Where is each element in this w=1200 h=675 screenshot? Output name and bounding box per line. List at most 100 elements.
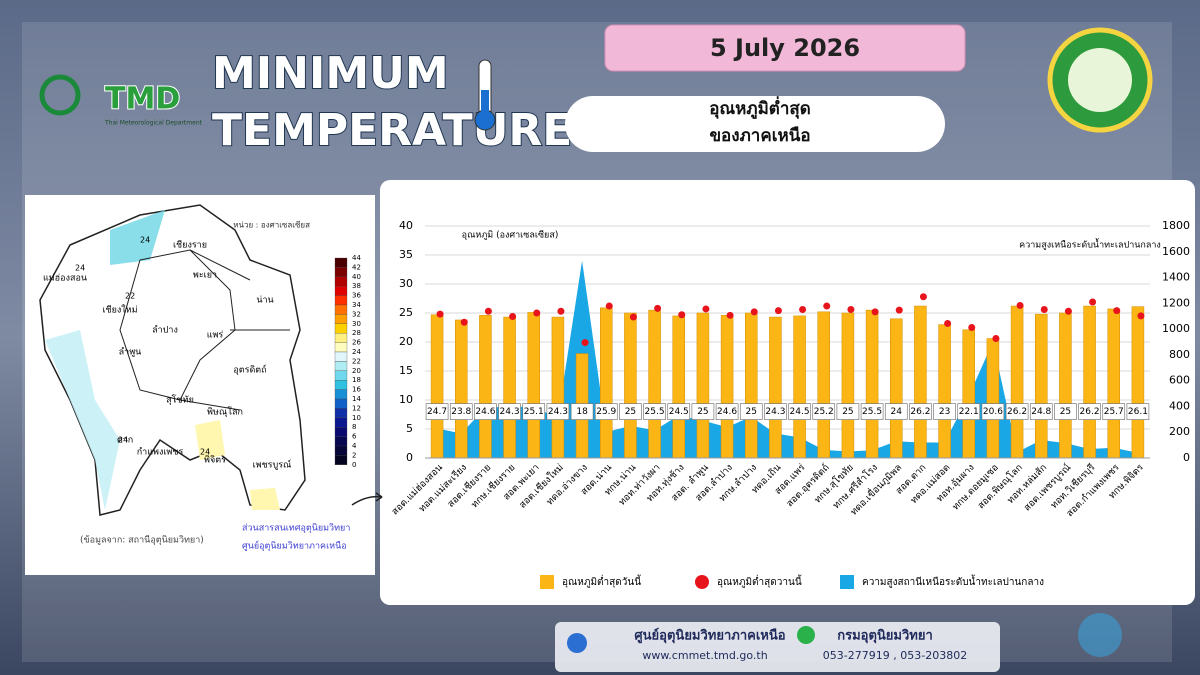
- value-label: 25.7: [1104, 407, 1124, 417]
- bar: [1010, 305, 1024, 459]
- arrow: [351, 492, 383, 506]
- value-label: 25.2: [814, 407, 834, 417]
- legend-swatch: [840, 575, 854, 589]
- y2-tick-label: 1000: [1162, 322, 1190, 335]
- map-isotherm: [110, 210, 165, 265]
- value-label: 23.8: [451, 407, 471, 417]
- value-label: 18: [576, 407, 588, 417]
- colorbar-tick: 32: [352, 310, 361, 318]
- bar: [720, 315, 734, 459]
- phone-icon: [797, 626, 815, 644]
- colorbar-swatch: [334, 427, 348, 437]
- colorbar-tick: 6: [352, 433, 357, 441]
- dot: [968, 324, 976, 331]
- dot: [1137, 312, 1145, 320]
- colorbar-tick: 4: [352, 442, 357, 450]
- bar: [769, 316, 782, 459]
- colorbar-swatch: [334, 389, 348, 400]
- dot: [919, 293, 927, 301]
- y2-tick-label: 1200: [1162, 296, 1190, 309]
- value-label: 24.8: [1031, 407, 1051, 417]
- subtitle: อุณหภูมิต่ำสุด: [709, 96, 811, 120]
- bar: [551, 316, 565, 459]
- value-label-box: [1102, 403, 1126, 420]
- thermometer-fill: [481, 90, 489, 118]
- dot: [654, 304, 662, 312]
- colorbar-tick: 42: [352, 263, 361, 271]
- y-tick-label: 30: [399, 277, 413, 290]
- value-label-box: [812, 403, 836, 420]
- value-label-box: [1078, 403, 1101, 420]
- value-label: 24.5: [669, 407, 689, 417]
- legend-label: ความสูงสถานีเหนือระดับน้ำทะเลปานกลาง: [862, 574, 1044, 588]
- value-label: 25: [842, 407, 853, 417]
- value-label-box: [981, 403, 1005, 420]
- colorbar-swatch: [334, 286, 348, 296]
- province: อุตรดิตถ์: [233, 364, 266, 376]
- province: ลำพูน: [119, 347, 142, 358]
- y-tick-label: 0: [406, 451, 413, 464]
- colorbar-swatch: [334, 398, 348, 409]
- dot: [460, 318, 468, 326]
- colorbar-tick: 28: [352, 329, 361, 337]
- logo-caption: Thai Meteorological Department: [104, 120, 203, 127]
- subtitle-box: [565, 96, 945, 152]
- dot: [1040, 306, 1048, 314]
- value-label-box: [1054, 403, 1077, 420]
- dot: [557, 307, 565, 315]
- dot: [1016, 301, 1024, 309]
- dot: [871, 308, 879, 316]
- colorbar-tick: 14: [352, 395, 361, 403]
- province: สุโขทัย: [166, 395, 194, 406]
- colorbar-tick: 24: [352, 348, 361, 356]
- province: กำแพงเพชร: [137, 447, 184, 458]
- dot: [750, 308, 758, 316]
- value-label: 24.3: [548, 407, 568, 417]
- value-label: 25: [746, 407, 757, 417]
- y2-tick-label: 200: [1169, 425, 1190, 438]
- dot: [581, 339, 589, 347]
- bar: [696, 312, 710, 459]
- footer-phones: 053-277919 , 053-203802: [823, 649, 967, 662]
- footer-logo: [1078, 613, 1122, 657]
- y-tick-label: 40: [399, 219, 413, 232]
- value-label: 20.6: [983, 407, 1003, 417]
- bar: [1131, 306, 1145, 459]
- value-label: 24.3: [500, 407, 520, 417]
- bar: [1059, 312, 1072, 459]
- province: ตาก: [117, 436, 133, 446]
- value-label-box: [691, 403, 715, 420]
- bar: [938, 324, 951, 459]
- bar: [1035, 313, 1048, 459]
- bar: [914, 305, 927, 459]
- bar: [962, 329, 975, 459]
- colorbar-swatch: [334, 257, 348, 268]
- value-label-box: [764, 403, 787, 420]
- colorbar-swatch: [334, 314, 348, 324]
- bar: [817, 311, 830, 459]
- dot: [726, 311, 734, 319]
- dot: [533, 309, 541, 317]
- colorbar-tick: 20: [352, 367, 361, 375]
- dot: [1064, 307, 1072, 315]
- bar: [890, 318, 903, 459]
- bar: [793, 315, 806, 459]
- province: พิจิตร: [204, 455, 226, 466]
- dot: [509, 312, 517, 320]
- province: แม่ฮ่องสอน: [43, 274, 87, 284]
- isotherm-label: 24: [118, 436, 128, 445]
- y-tick-label: 5: [406, 422, 413, 435]
- colorbar-swatch: [334, 351, 348, 362]
- colorbar-swatch: [334, 436, 348, 447]
- map-isotherm: [250, 488, 280, 510]
- bar: [479, 315, 492, 459]
- value-label: 24.6: [717, 407, 737, 417]
- legend-label: อุณหภูมิต่ำสุดวันนี้: [562, 574, 642, 588]
- y2-tick-label: 800: [1169, 348, 1190, 361]
- ministry-logo: [39, 74, 81, 116]
- dot: [629, 313, 637, 321]
- y2-tick-label: 1600: [1162, 245, 1190, 258]
- map-isotherm: [195, 420, 225, 460]
- colorbar-swatch: [334, 361, 348, 371]
